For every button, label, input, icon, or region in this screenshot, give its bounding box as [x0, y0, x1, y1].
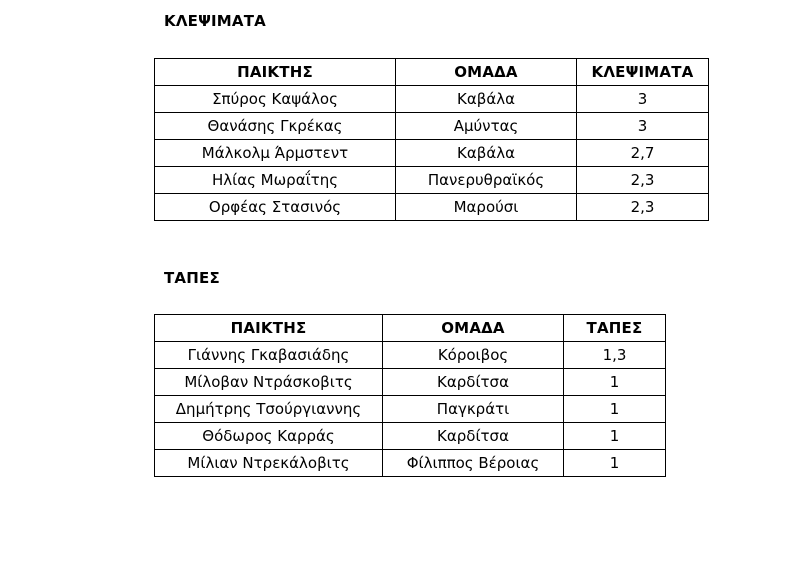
- cell-team: Καβάλα: [395, 85, 577, 113]
- cell-value: 1: [563, 395, 666, 423]
- cell-value: 1,3: [563, 341, 666, 369]
- cell-team: Καβάλα: [395, 139, 577, 167]
- section-title-steals: ΚΛΕΨΙΜΑΤΑ: [164, 12, 266, 30]
- table-row: Γιάννης Γκαβασιάδης Κόροιβος 1,3: [154, 341, 666, 369]
- cell-player: Θανάσης Γκρέκας: [154, 112, 396, 140]
- table-header-row: ΠΑΙΚΤΗΣ ΟΜΑΔΑ ΚΛΕΨΙΜΑΤΑ: [154, 58, 709, 86]
- cell-team: Αμύντας: [395, 112, 577, 140]
- cell-player: Σπύρος Καψάλος: [154, 85, 396, 113]
- table-row: Σπύρος Καψάλος Καβάλα 3: [154, 85, 709, 113]
- table-row: Θόδωρος Καρράς Καρδίτσα 1: [154, 422, 666, 450]
- column-header-player: ΠΑΙΚΤΗΣ: [154, 58, 396, 86]
- cell-player: Μάλκολμ Άρμστεντ: [154, 139, 396, 167]
- cell-value: 1: [563, 449, 666, 477]
- table-row: Δημήτρης Τσούργιαννης Παγκράτι 1: [154, 395, 666, 423]
- cell-value: 1: [563, 368, 666, 396]
- table-row: Μίλιαν Ντρεκάλοβιτς Φίλιππος Βέροιας 1: [154, 449, 666, 477]
- cell-player: Δημήτρης Τσούργιαννης: [154, 395, 383, 423]
- cell-player: Ορφέας Στασινός: [154, 193, 396, 221]
- cell-team: Παγκράτι: [382, 395, 564, 423]
- cell-team: Πανερυθραϊκός: [395, 166, 577, 194]
- column-header-player: ΠΑΙΚΤΗΣ: [154, 314, 383, 342]
- cell-player: Ηλίας Μωραΐτης: [154, 166, 396, 194]
- cell-player: Μίλιαν Ντρεκάλοβιτς: [154, 449, 383, 477]
- column-header-value: ΤΑΠΕΣ: [563, 314, 666, 342]
- steals-table: ΠΑΙΚΤΗΣ ΟΜΑΔΑ ΚΛΕΨΙΜΑΤΑ Σπύρος Καψάλος Κ…: [154, 58, 709, 221]
- cell-team: Κόροιβος: [382, 341, 564, 369]
- column-header-value: ΚΛΕΨΙΜΑΤΑ: [576, 58, 709, 86]
- cell-player: Γιάννης Γκαβασιάδης: [154, 341, 383, 369]
- cell-team: Φίλιππος Βέροιας: [382, 449, 564, 477]
- table-row: Μίλοβαν Ντράσκοβιτς Καρδίτσα 1: [154, 368, 666, 396]
- cell-team: Καρδίτσα: [382, 422, 564, 450]
- cell-team: Καρδίτσα: [382, 368, 564, 396]
- cell-team: Μαρούσι: [395, 193, 577, 221]
- cell-value: 2,3: [576, 166, 709, 194]
- table-row: Θανάσης Γκρέκας Αμύντας 3: [154, 112, 709, 140]
- table-row: Ηλίας Μωραΐτης Πανερυθραϊκός 2,3: [154, 166, 709, 194]
- column-header-team: ΟΜΑΔΑ: [382, 314, 564, 342]
- table-row: Μάλκολμ Άρμστεντ Καβάλα 2,7: [154, 139, 709, 167]
- cell-value: 2,3: [576, 193, 709, 221]
- section-title-blocks: ΤΑΠΕΣ: [164, 269, 220, 287]
- blocks-table: ΠΑΙΚΤΗΣ ΟΜΑΔΑ ΤΑΠΕΣ Γιάννης Γκαβασιάδης …: [154, 314, 666, 477]
- cell-value: 2,7: [576, 139, 709, 167]
- cell-value: 1: [563, 422, 666, 450]
- cell-player: Θόδωρος Καρράς: [154, 422, 383, 450]
- table-header-row: ΠΑΙΚΤΗΣ ΟΜΑΔΑ ΤΑΠΕΣ: [154, 314, 666, 342]
- column-header-team: ΟΜΑΔΑ: [395, 58, 577, 86]
- table-row: Ορφέας Στασινός Μαρούσι 2,3: [154, 193, 709, 221]
- cell-value: 3: [576, 85, 709, 113]
- cell-player: Μίλοβαν Ντράσκοβιτς: [154, 368, 383, 396]
- cell-value: 3: [576, 112, 709, 140]
